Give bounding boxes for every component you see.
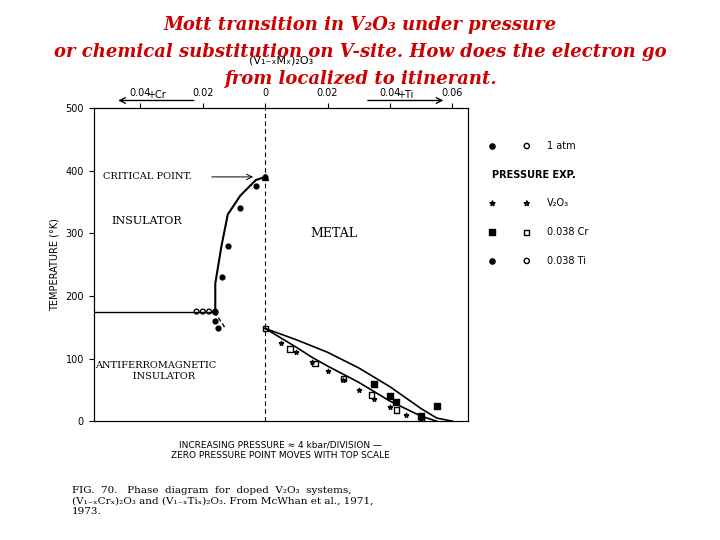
- Text: +Ti: +Ti: [397, 91, 414, 100]
- Point: [310, 359, 321, 368]
- Text: 0.038 Ti: 0.038 Ti: [547, 256, 586, 266]
- Point: [415, 416, 427, 424]
- Text: FIG.  70.   Phase  diagram  for  doped  V₂O₃  systems,
(V₁₋ₓCrₓ)₂O₃ and (V₁₋ₓTiₓ: FIG. 70. Phase diagram for doped V₂O₃ sy…: [72, 486, 374, 516]
- Point: [210, 307, 221, 316]
- Point: [415, 412, 427, 421]
- Point: [191, 307, 202, 316]
- Point: [291, 348, 302, 356]
- Text: 1 atm: 1 atm: [547, 141, 575, 151]
- Point: [415, 415, 427, 424]
- Point: [353, 386, 364, 394]
- Point: [431, 401, 443, 410]
- Point: [210, 307, 221, 316]
- Point: [369, 395, 380, 403]
- Point: [322, 367, 333, 375]
- Point: [210, 316, 221, 325]
- Text: or chemical substitution on V-site. How does the electron go: or chemical substitution on V-site. How …: [54, 43, 666, 61]
- Text: INSULATOR: INSULATOR: [112, 216, 182, 226]
- Point: [338, 376, 349, 385]
- Point: [250, 182, 261, 191]
- Point: [212, 324, 224, 333]
- Text: CRITICAL POINT.: CRITICAL POINT.: [103, 172, 192, 181]
- Y-axis label: TEMPERATURE (°K): TEMPERATURE (°K): [50, 218, 60, 311]
- Text: Mott transition in V₂O₃ under pressure: Mott transition in V₂O₃ under pressure: [163, 16, 557, 34]
- Point: [222, 241, 233, 250]
- X-axis label: (V₁₋ₓMₓ)₂O₃: (V₁₋ₓMₓ)₂O₃: [248, 55, 313, 65]
- Point: [366, 390, 377, 399]
- Text: METAL: METAL: [310, 227, 357, 240]
- Point: [384, 392, 396, 401]
- Text: 0.038 Cr: 0.038 Cr: [547, 227, 588, 237]
- Text: PRESSURE EXP.: PRESSURE EXP.: [492, 170, 576, 180]
- Point: [384, 403, 396, 411]
- Text: ZERO PRESSURE POINT MOVES WITH TOP SCALE: ZERO PRESSURE POINT MOVES WITH TOP SCALE: [171, 451, 390, 460]
- Text: INCREASING PRESSURE ≈ 4 kbar/DIVISION —: INCREASING PRESSURE ≈ 4 kbar/DIVISION —: [179, 440, 382, 449]
- Text: ANTIFERROMAGNETIC
     INSULATOR: ANTIFERROMAGNETIC INSULATOR: [95, 361, 217, 381]
- Point: [197, 307, 209, 316]
- Point: [259, 173, 271, 181]
- Point: [390, 398, 402, 407]
- Point: [203, 307, 215, 316]
- Text: +Cr: +Cr: [147, 91, 166, 100]
- Point: [369, 379, 380, 388]
- Point: [400, 410, 411, 419]
- Text: V₂O₃: V₂O₃: [547, 199, 569, 208]
- Point: [275, 339, 287, 347]
- Point: [259, 324, 271, 333]
- Point: [216, 273, 228, 281]
- Point: [390, 406, 402, 414]
- Point: [235, 204, 246, 213]
- Point: [338, 374, 349, 383]
- Point: [284, 345, 296, 354]
- Text: from localized to itinerant.: from localized to itinerant.: [224, 70, 496, 88]
- Point: [306, 357, 318, 366]
